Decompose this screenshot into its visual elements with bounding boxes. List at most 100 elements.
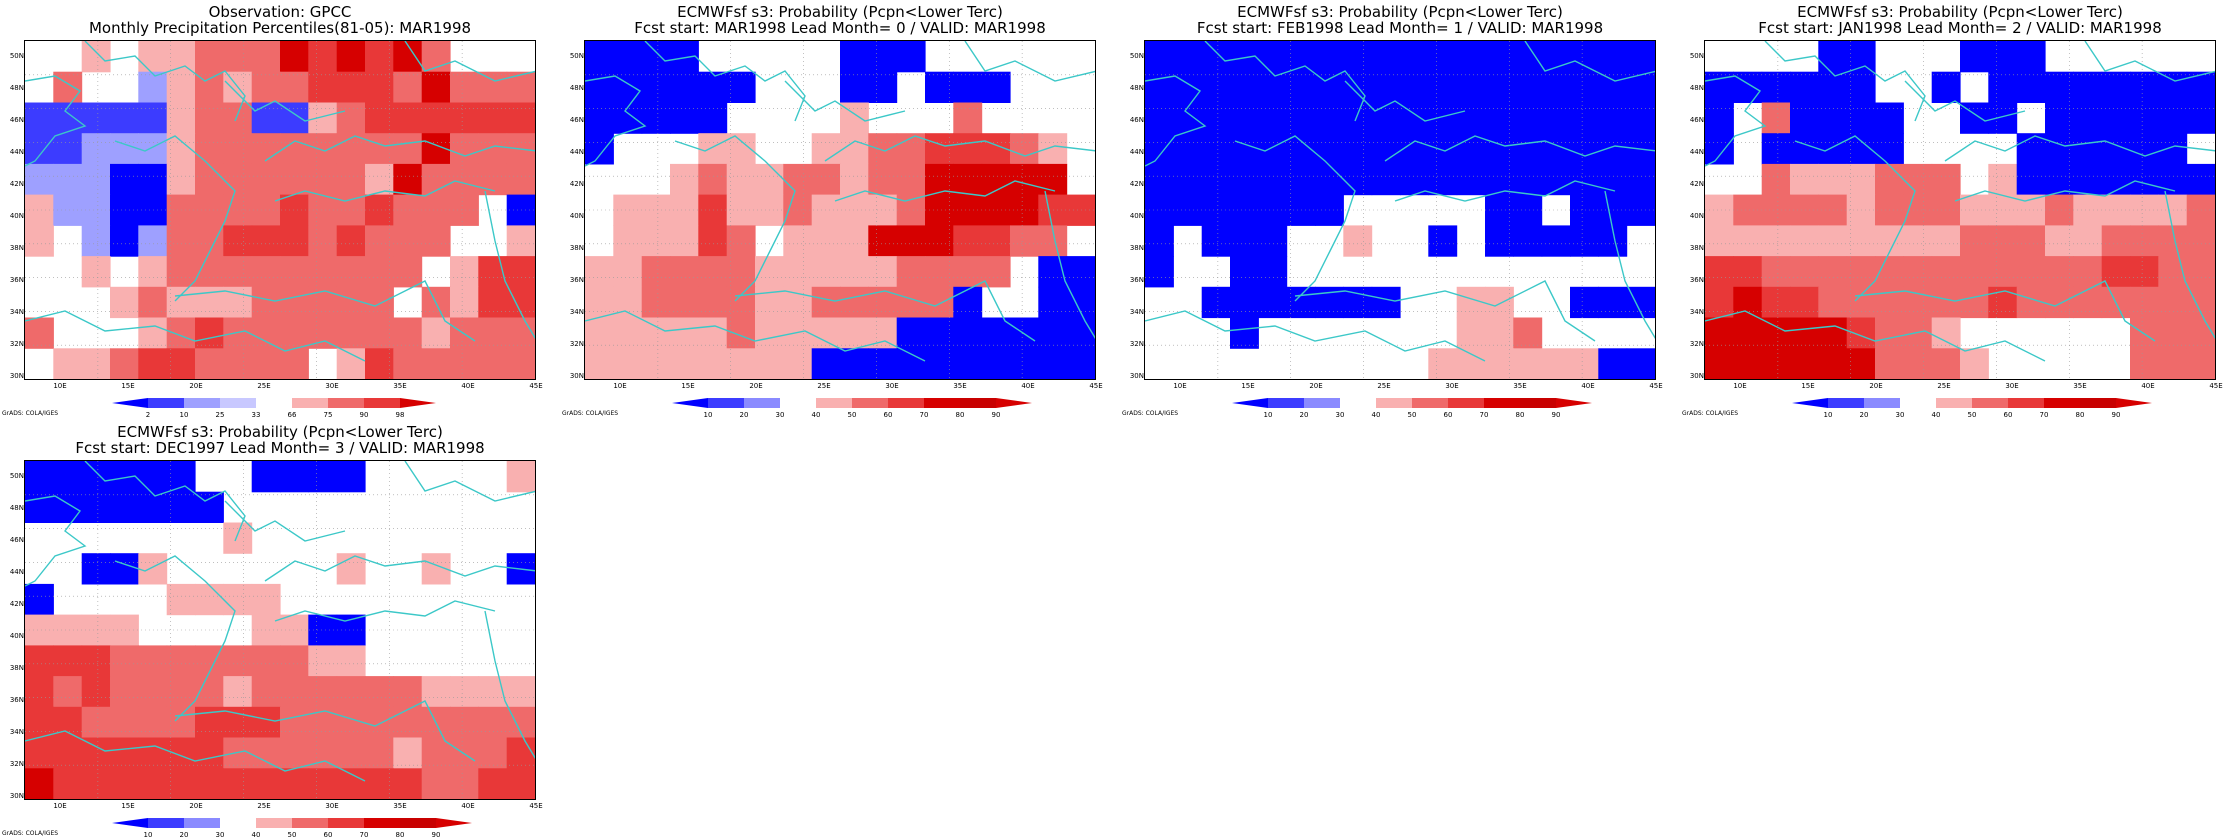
grid-cell <box>336 71 366 103</box>
grid-cell <box>251 676 281 708</box>
grid-cell <box>1145 163 1174 196</box>
grid-cell <box>1988 225 2018 257</box>
grid-cell <box>1988 256 2018 288</box>
grid-cell <box>1201 102 1231 134</box>
colorbar-tick-label: 60 <box>1443 411 1453 419</box>
grid-cell <box>2016 163 2046 196</box>
grid-cell <box>641 286 671 319</box>
grid-cell <box>1705 133 1734 165</box>
lat-tick-label: 34N <box>1689 308 1704 316</box>
grid-cell <box>506 348 535 379</box>
lon-tick-label: 25E <box>1377 382 1391 390</box>
coastline <box>224 80 346 122</box>
grid-cell <box>1761 317 1791 349</box>
grid-cell <box>1230 317 1259 349</box>
grid-cell <box>1846 102 1876 134</box>
lon-tick-label: 10E <box>53 802 67 810</box>
grid-cell <box>1315 102 1344 134</box>
grid-cell <box>251 348 281 379</box>
lon-tick-label: 10E <box>1733 382 1747 390</box>
grid-cell <box>698 194 728 226</box>
coastline <box>84 461 246 542</box>
grid-cell <box>1428 348 1458 379</box>
grid-cell <box>365 163 394 196</box>
lat-tick-label: 34N <box>9 308 24 316</box>
grid-cell <box>138 553 168 585</box>
grid-cell <box>1818 71 1848 103</box>
lat-tick-label: 48N <box>1129 84 1144 92</box>
grid-cell <box>670 256 699 288</box>
grid-cell <box>450 71 479 103</box>
grid-cell <box>613 71 643 103</box>
grid-cell <box>336 737 366 769</box>
grid-cell <box>2130 133 2159 165</box>
colorbar-swatch <box>220 818 256 828</box>
grid-cell <box>81 676 111 708</box>
lon-tick-label: 35E <box>2073 382 2087 390</box>
grid-cell <box>2101 102 2131 134</box>
grid-cell <box>1343 41 1373 73</box>
grid-cell <box>478 71 508 103</box>
coastline <box>274 180 496 202</box>
grid-cell <box>840 286 869 319</box>
grid-cell <box>1875 317 1904 349</box>
grid-cell <box>981 194 1011 226</box>
grid-cell <box>81 461 111 493</box>
colorbar-swatch <box>328 398 364 408</box>
grid-cell <box>195 317 224 349</box>
grid-cell <box>478 133 508 165</box>
colorbar-tick-label: 30 <box>215 831 225 839</box>
grid-cell <box>1201 194 1231 226</box>
colorbar-swatch <box>436 818 472 828</box>
panel-subtitle: Fcst start: FEB1998 Lead Month= 1 / VALI… <box>1196 19 1604 37</box>
colorbar-swatch <box>1864 398 1900 408</box>
grid-cell <box>2130 71 2159 103</box>
grid-cell <box>1258 256 1288 288</box>
lat-tick-label: 38N <box>9 244 24 252</box>
grid-cell <box>280 768 309 799</box>
grid-cell <box>280 163 309 196</box>
colorbar-tick-label: 33 <box>251 411 261 419</box>
grid-cell <box>280 461 309 493</box>
grid-cell <box>110 553 139 585</box>
grid-cell <box>478 348 508 379</box>
grid-cell <box>251 737 281 769</box>
grid-cell <box>1400 41 1429 73</box>
grid-cell <box>365 256 394 288</box>
coastline <box>484 190 535 340</box>
grid-cell <box>1761 102 1791 134</box>
grid-cell <box>726 286 756 319</box>
colorbar-tick-label: 40 <box>1931 411 1941 419</box>
grid-cell <box>336 163 366 196</box>
grid-cell <box>195 737 224 769</box>
grid-cell <box>840 194 869 226</box>
grid-cell <box>110 645 139 677</box>
grid-cell <box>1931 348 1961 379</box>
colorbar-swatch <box>1520 398 1556 408</box>
grid-cell <box>1456 41 1486 73</box>
grid-cell <box>953 102 983 134</box>
grid-cell <box>1818 41 1848 73</box>
lon-tick-label: 35E <box>1513 382 1527 390</box>
grid-cell <box>421 737 451 769</box>
grid-cell <box>393 317 423 349</box>
precip-field <box>1145 41 1655 379</box>
grid-cell <box>53 348 83 379</box>
grid-cell <box>1173 71 1203 103</box>
grid-cell <box>2016 71 2046 103</box>
grid-cell <box>585 317 614 349</box>
grid-cell <box>811 194 841 226</box>
lat-tick-label: 48N <box>9 504 24 512</box>
grid-cell <box>336 645 366 677</box>
grid-cell <box>1598 194 1628 226</box>
grid-cell <box>1761 71 1791 103</box>
grid-cell <box>25 102 54 134</box>
grid-cell <box>1988 102 2018 134</box>
coastline <box>1604 190 1655 340</box>
colorbar-tick-label: 40 <box>1371 411 1381 419</box>
grid-cell <box>2016 41 2046 73</box>
grid-cell <box>670 194 699 226</box>
grid-cell <box>1010 194 1039 226</box>
map-plot <box>1144 40 1656 380</box>
grid-cell <box>1790 286 1819 319</box>
